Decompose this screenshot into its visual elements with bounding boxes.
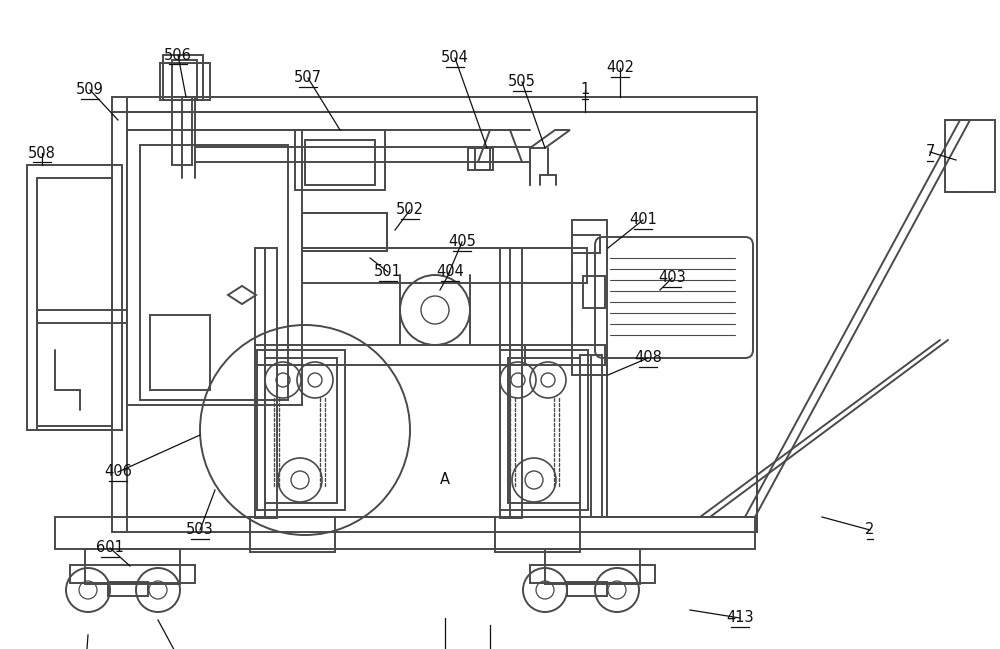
- Text: 1: 1: [580, 82, 590, 97]
- Bar: [37, 178, 112, 426]
- Text: 408: 408: [634, 350, 662, 365]
- Bar: [475, 148, 493, 170]
- Bar: [545, 549, 640, 584]
- Text: 2: 2: [865, 522, 875, 537]
- Bar: [583, 276, 605, 308]
- Bar: [140, 145, 288, 400]
- Bar: [265, 358, 337, 503]
- Text: 502: 502: [396, 202, 424, 217]
- Bar: [172, 97, 192, 165]
- Text: 405: 405: [448, 234, 476, 249]
- Bar: [70, 565, 195, 583]
- Text: 509: 509: [76, 82, 104, 97]
- Bar: [108, 582, 148, 596]
- Bar: [305, 140, 375, 185]
- Bar: [302, 248, 587, 283]
- Text: 503: 503: [186, 522, 214, 537]
- Bar: [295, 130, 385, 190]
- Text: 403: 403: [658, 271, 686, 286]
- Text: 406: 406: [104, 465, 132, 480]
- Bar: [495, 517, 580, 552]
- Text: 413: 413: [726, 611, 754, 626]
- Bar: [580, 355, 602, 517]
- Bar: [530, 565, 655, 583]
- Text: 501: 501: [374, 265, 402, 280]
- Bar: [255, 345, 525, 365]
- Bar: [500, 350, 588, 510]
- Text: 508: 508: [28, 145, 56, 160]
- Bar: [112, 97, 757, 532]
- Bar: [250, 517, 335, 552]
- Text: 506: 506: [164, 47, 192, 62]
- Bar: [172, 60, 197, 100]
- Text: 402: 402: [606, 60, 634, 75]
- Bar: [508, 358, 580, 503]
- Text: 404: 404: [436, 265, 464, 280]
- Text: 507: 507: [294, 71, 322, 86]
- Bar: [302, 213, 387, 251]
- Bar: [255, 248, 277, 518]
- Bar: [567, 582, 607, 596]
- Bar: [302, 213, 387, 251]
- Bar: [572, 235, 600, 253]
- Text: 505: 505: [508, 75, 536, 90]
- Text: 504: 504: [441, 51, 469, 66]
- Text: A: A: [440, 472, 450, 487]
- Bar: [257, 350, 345, 510]
- Bar: [55, 517, 755, 549]
- Bar: [160, 63, 210, 100]
- Bar: [85, 549, 180, 584]
- Text: 7: 7: [925, 145, 935, 160]
- Bar: [572, 220, 607, 375]
- Bar: [500, 248, 522, 518]
- Text: 401: 401: [629, 212, 657, 228]
- Bar: [500, 345, 605, 365]
- Bar: [27, 165, 122, 430]
- Bar: [127, 130, 302, 405]
- Bar: [945, 120, 995, 192]
- Text: 601: 601: [96, 541, 124, 556]
- Bar: [163, 55, 203, 100]
- Bar: [150, 315, 210, 390]
